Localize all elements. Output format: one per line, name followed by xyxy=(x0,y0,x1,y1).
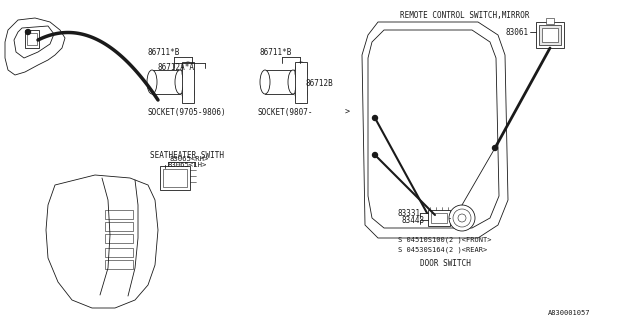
Text: S 04530S164(2 )<REAR>: S 04530S164(2 )<REAR> xyxy=(398,247,487,253)
Bar xyxy=(160,166,190,190)
Bar xyxy=(105,260,133,269)
Ellipse shape xyxy=(260,70,270,94)
Ellipse shape xyxy=(295,62,307,82)
Bar xyxy=(105,248,133,257)
Text: 86712B: 86712B xyxy=(305,78,333,87)
Text: S 04510S100(2 )<FRONT>: S 04510S100(2 )<FRONT> xyxy=(398,237,492,243)
Bar xyxy=(431,213,447,223)
Ellipse shape xyxy=(182,62,194,82)
Text: DOOR SWITCH: DOOR SWITCH xyxy=(420,259,471,268)
Bar xyxy=(539,25,561,45)
Bar xyxy=(182,62,194,103)
Text: >: > xyxy=(345,108,350,116)
Bar xyxy=(265,70,293,94)
Text: 83061: 83061 xyxy=(506,28,529,36)
Bar xyxy=(152,70,180,94)
Bar xyxy=(542,28,558,42)
Bar xyxy=(105,234,133,243)
Bar xyxy=(25,30,39,48)
Text: 83443: 83443 xyxy=(401,215,424,225)
Circle shape xyxy=(449,205,475,231)
Text: REMOTE CONTROL SWITCH,MIRROR: REMOTE CONTROL SWITCH,MIRROR xyxy=(400,11,529,20)
Text: 83065<RH>: 83065<RH> xyxy=(170,156,209,162)
Circle shape xyxy=(26,29,31,35)
Text: A830001057: A830001057 xyxy=(547,310,590,316)
Text: SEATHEATER SWITH: SEATHEATER SWITH xyxy=(150,150,224,159)
Ellipse shape xyxy=(295,83,307,103)
Circle shape xyxy=(493,146,497,150)
Ellipse shape xyxy=(175,70,185,94)
Circle shape xyxy=(372,153,378,157)
Text: SOCKET(9807-: SOCKET(9807- xyxy=(258,108,314,116)
Bar xyxy=(27,33,37,45)
Circle shape xyxy=(372,116,378,121)
Text: SOCKET(9705-9806): SOCKET(9705-9806) xyxy=(148,108,227,116)
Bar xyxy=(105,210,133,219)
Ellipse shape xyxy=(182,83,194,103)
Text: 86712A*A: 86712A*A xyxy=(157,62,194,71)
Ellipse shape xyxy=(288,70,298,94)
Bar xyxy=(536,22,564,48)
Ellipse shape xyxy=(147,70,157,94)
Bar xyxy=(163,169,187,187)
Bar xyxy=(105,222,133,231)
Bar xyxy=(295,62,307,103)
Text: 83065<LH>: 83065<LH> xyxy=(167,162,206,168)
Text: 83331: 83331 xyxy=(398,209,421,218)
Text: 86711*B: 86711*B xyxy=(260,47,292,57)
Text: 86711*B: 86711*B xyxy=(148,47,180,57)
Bar xyxy=(428,210,450,226)
Bar xyxy=(546,18,554,24)
